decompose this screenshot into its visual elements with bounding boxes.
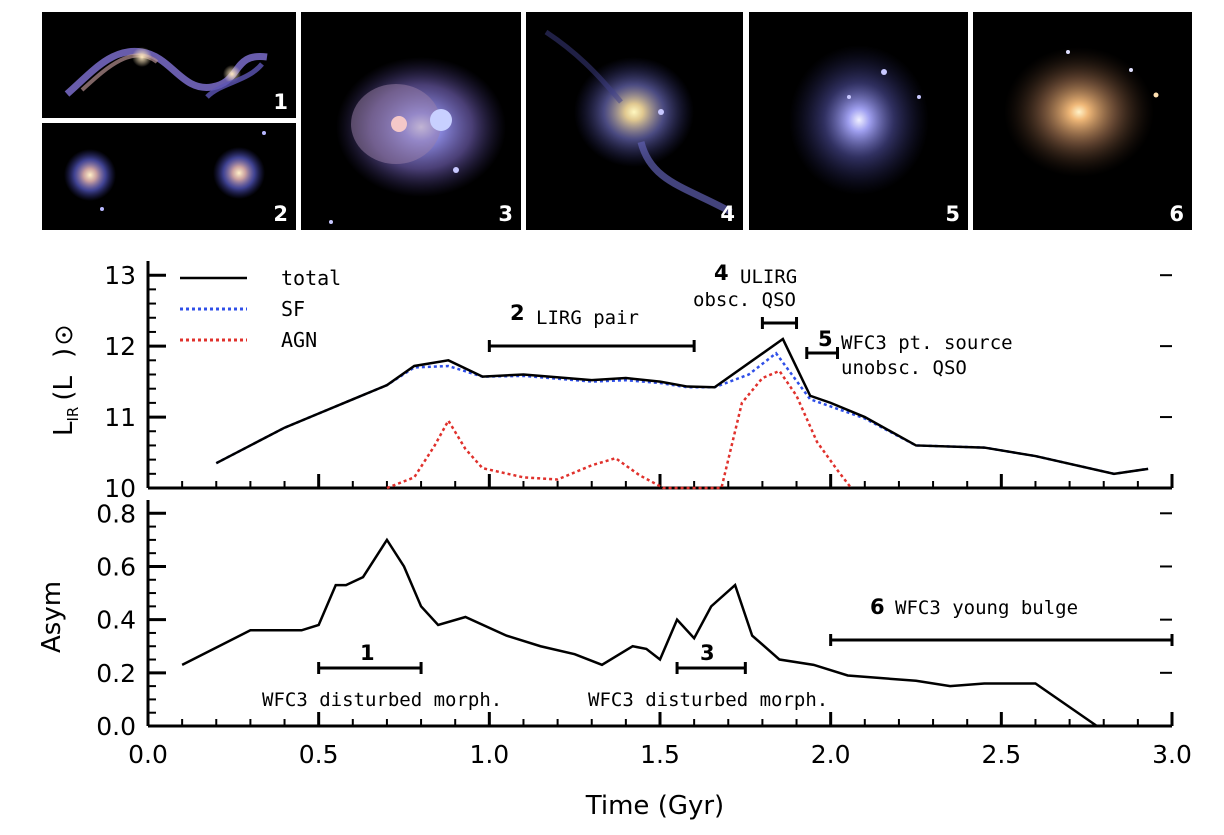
annotation-3: 3 WFC3 disturbed morph. xyxy=(588,641,828,711)
galaxy-image-6 xyxy=(1004,47,1159,177)
legend-label-total: total xyxy=(281,266,341,290)
annotation-1-num: 1 xyxy=(360,641,375,665)
lir-ytick-label: 12 xyxy=(104,332,136,361)
galaxy-image-5 xyxy=(789,45,929,195)
panel-2: 2 xyxy=(42,123,296,230)
annotation-2-text: LIRG pair xyxy=(536,307,639,329)
panel-6-label: 6 xyxy=(1169,202,1184,226)
annotation-4-num: 4 xyxy=(714,261,729,285)
annotation-3-text: WFC3 disturbed morph. xyxy=(588,689,828,711)
xtick-label: 1.0 xyxy=(469,740,509,769)
asym-ytick-label: 0.2 xyxy=(96,659,136,688)
annotation-6-num: 6 xyxy=(870,595,885,619)
annotation-5-text2: unobsc. QSO xyxy=(841,357,967,379)
asym-ylabel: Asym xyxy=(37,581,67,653)
lir-ytick-label: 13 xyxy=(104,261,136,290)
annotation-6-text: WFC3 young bulge xyxy=(895,597,1078,619)
lir-ytick-label: 10 xyxy=(104,474,136,503)
xtick-label: 1.5 xyxy=(640,740,680,769)
galaxy-image-1 xyxy=(64,47,268,99)
series-sf xyxy=(215,351,1149,476)
asym-ytick-label: 0.6 xyxy=(96,552,136,581)
annotation-4: 4 ULIRG obsc. QSO xyxy=(693,261,799,329)
xlabel: Time (Gyr) xyxy=(585,791,724,821)
panel-4-label: 4 xyxy=(720,202,735,226)
panel-1: 1 xyxy=(42,12,296,118)
panel-3: 3 xyxy=(301,12,521,230)
annotation-1: 1 WFC3 disturbed morph. xyxy=(262,641,502,711)
galaxy-image-2 xyxy=(64,131,266,211)
panel-5: 5 xyxy=(749,12,968,230)
sun-icon xyxy=(55,326,73,344)
panel-5-label: 5 xyxy=(945,202,960,226)
xtick-label: 0.5 xyxy=(299,740,339,769)
panel-3-label: 3 xyxy=(498,202,513,226)
annotation-5-num: 5 xyxy=(818,327,833,351)
asym-plot: 0.0 0.2 0.4 0.6 0.8 0.0 0.5 1.0 1.5 2.0 2.5 3.0 As… xyxy=(37,499,1192,821)
series-total xyxy=(215,337,1149,476)
panel-6: 6 xyxy=(973,12,1192,230)
lir-plot: 10 11 12 13 LIR(L) total SF AGN 2 LIRG pair xyxy=(49,261,1174,503)
asym-ytick-label: 0.0 xyxy=(96,712,136,741)
lir-ylabel: LIR(L) xyxy=(49,348,82,436)
series-asym xyxy=(181,537,1098,728)
xtick-label: 2.0 xyxy=(811,740,851,769)
annotation-4-text2: obsc. QSO xyxy=(693,289,796,311)
panel-1-label: 1 xyxy=(273,90,288,114)
annotation-6: 6 WFC3 young bulge xyxy=(829,595,1174,646)
legend-label-agn: AGN xyxy=(281,328,317,352)
lir-ytick-label: 11 xyxy=(104,403,136,432)
annotation-2-num: 2 xyxy=(510,301,525,325)
galaxy-image-4 xyxy=(544,29,733,216)
annotation-2: 2 LIRG pair xyxy=(487,301,696,352)
xtick-label: 2.5 xyxy=(981,740,1021,769)
panel-4: 4 xyxy=(526,12,743,230)
xtick-label: 3.0 xyxy=(1152,740,1192,769)
galaxy-image-3 xyxy=(329,57,506,224)
annotation-3-num: 3 xyxy=(700,641,715,665)
panel-2-label: 2 xyxy=(273,202,288,226)
annotation-4-text: ULIRG xyxy=(740,266,797,288)
asym-ytick-label: 0.4 xyxy=(96,606,136,635)
annotation-1-text: WFC3 disturbed morph. xyxy=(262,689,502,711)
legend: total SF AGN xyxy=(180,266,341,352)
annotation-5-text: WFC3 pt. source xyxy=(841,332,1013,354)
annotation-5: 5 WFC3 pt. source unobsc. QSO xyxy=(805,327,1013,379)
legend-label-sf: SF xyxy=(281,297,305,321)
series-agn xyxy=(386,369,853,490)
asym-ytick-label: 0.8 xyxy=(96,499,136,528)
xtick-label: 0.0 xyxy=(128,740,168,769)
